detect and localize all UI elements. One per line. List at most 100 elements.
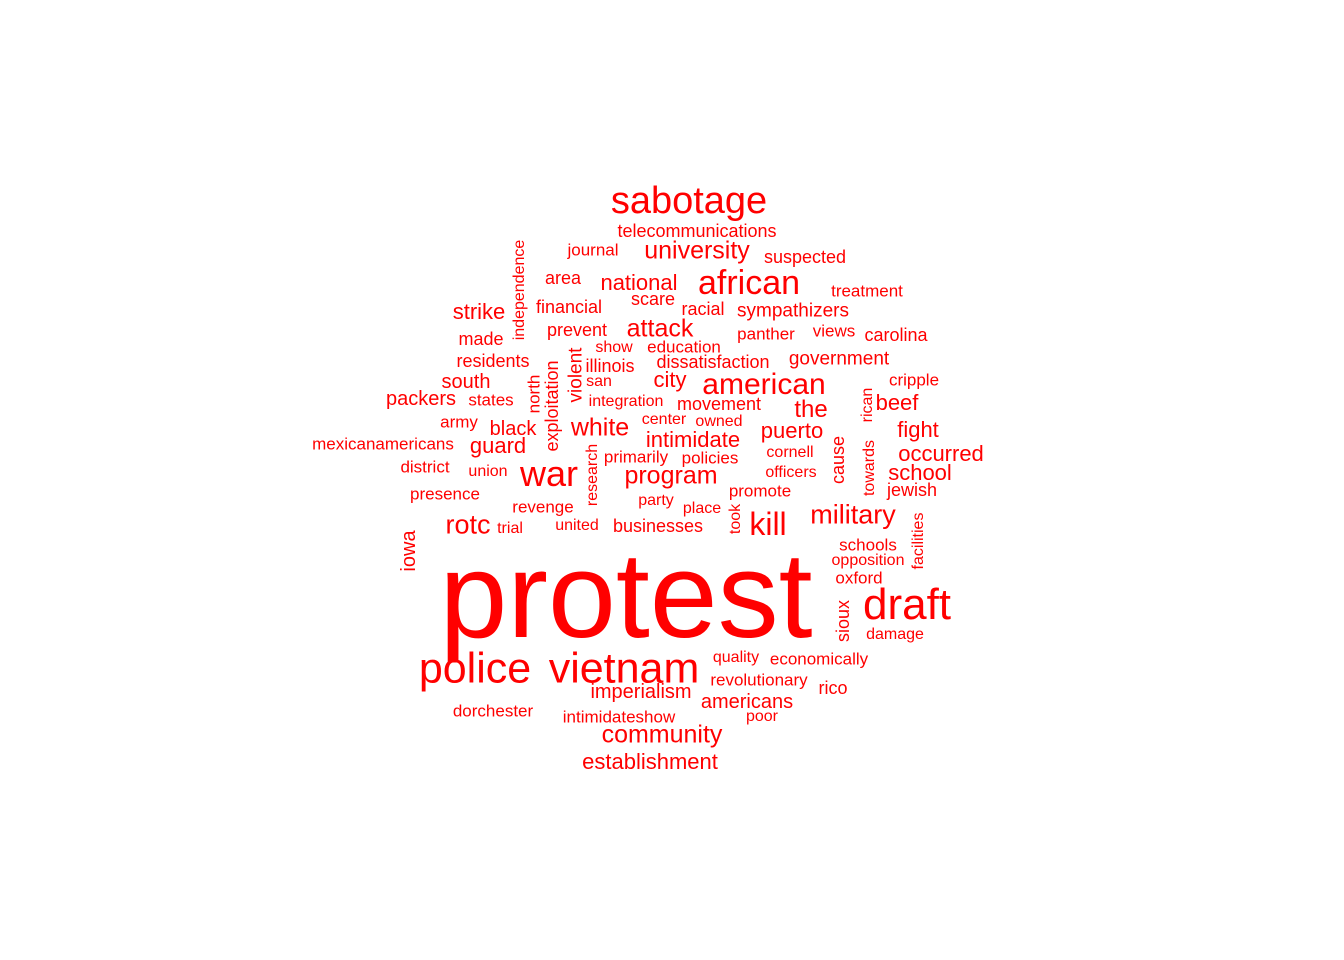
word-sabotage: sabotage — [610, 180, 768, 222]
word-strike: strike — [452, 299, 506, 324]
word-movement: movement — [676, 394, 762, 414]
word-quality: quality — [712, 649, 760, 666]
word-draft: draft — [862, 580, 952, 629]
word-attack: attack — [626, 314, 694, 343]
word-show: show — [595, 339, 633, 356]
word-district: district — [400, 457, 450, 477]
word-scare: scare — [630, 289, 676, 309]
word-union: union — [468, 463, 508, 480]
word-dorchester: dorchester — [452, 701, 534, 721]
word-puerto: puerto — [760, 418, 824, 443]
word-military: military — [810, 499, 896, 530]
word-fight: fight — [897, 417, 939, 442]
word-residents: residents — [456, 351, 530, 371]
word-americans: americans — [700, 691, 794, 713]
word-prevent: prevent — [546, 320, 608, 340]
word-suspected: suspected — [763, 247, 847, 267]
word-occurred: occurred — [898, 441, 984, 466]
word-black: black — [489, 418, 537, 440]
word-illinois: illinois — [585, 356, 635, 376]
word-financial: financial — [535, 297, 603, 317]
word-officers: officers — [765, 464, 817, 481]
word-african: african — [697, 264, 801, 302]
word-schools: schools — [839, 535, 897, 555]
word-place: place — [682, 500, 722, 517]
word-army: army — [440, 412, 478, 432]
word-damage: damage — [866, 626, 924, 643]
word-south: south — [441, 371, 491, 393]
word-primarily: primarily — [603, 447, 669, 467]
word-center: center — [641, 411, 687, 428]
word-opposition: opposition — [831, 552, 905, 569]
word-war: war — [519, 453, 579, 494]
word-telecommunications: telecommunications — [617, 221, 777, 241]
word-cripple: cripple — [888, 370, 940, 390]
word-poor: poor — [745, 708, 779, 725]
word-research: research — [584, 443, 601, 507]
word-economically: economically — [769, 649, 869, 669]
word-dissatisfaction: dissatisfaction — [656, 352, 770, 372]
word-program: program — [624, 461, 718, 490]
word-packers: packers — [385, 388, 457, 410]
word-kill: kill — [749, 506, 787, 542]
word-independence: independence — [511, 239, 528, 341]
word-rico: rico — [818, 678, 848, 698]
word-journal: journal — [567, 240, 619, 260]
word-american: american — [702, 368, 826, 401]
word-carolina: carolina — [864, 325, 928, 345]
word-intimidateshow: intimidateshow — [562, 707, 676, 727]
word-iowa: iowa — [398, 530, 420, 572]
word-violent: violent — [565, 347, 587, 403]
word-united: united — [555, 517, 599, 534]
word-revenge: revenge — [512, 497, 574, 517]
word-exploitation: exploitation — [542, 360, 562, 452]
word-cause: cause — [828, 435, 848, 485]
word-views: views — [812, 321, 856, 341]
word-treatment: treatment — [831, 281, 903, 301]
word-racial: racial — [681, 299, 725, 319]
word-trial: trial — [497, 520, 523, 537]
word-businesses: businesses — [612, 516, 704, 536]
word-jewish: jewish — [886, 480, 938, 500]
word-national: national — [600, 270, 678, 295]
word-made: made — [458, 329, 504, 349]
word-the: the — [794, 396, 828, 423]
word-beef: beef — [875, 390, 919, 415]
word-rotc: rotc — [445, 509, 491, 540]
word-government: government — [788, 348, 890, 370]
word-protest: protest — [439, 527, 813, 663]
word-vietnam: vietnam — [548, 644, 700, 693]
word-intimidate: intimidate — [645, 427, 741, 452]
word-facilities: facilities — [910, 512, 927, 570]
word-revolutionary: revolutionary — [710, 670, 808, 690]
word-guard: guard — [469, 433, 527, 458]
word-education: education — [647, 337, 721, 357]
word-cornell: cornell — [766, 444, 814, 461]
word-school: school — [888, 460, 952, 485]
word-police: police — [418, 644, 532, 693]
word-presence: presence — [410, 484, 480, 504]
word-white: white — [570, 413, 630, 442]
word-owned: owned — [695, 413, 743, 430]
word-san: san — [586, 373, 612, 390]
word-towards: towards — [861, 439, 878, 497]
word-establishment: establishment — [582, 749, 718, 774]
word-policies: policies — [681, 448, 739, 468]
word-university: university — [644, 236, 750, 265]
word-panther: panther — [737, 324, 795, 344]
word-states: states — [468, 390, 514, 410]
word-party: party — [638, 492, 674, 509]
word-mexicanamericans: mexicanamericans — [312, 434, 454, 454]
word-community: community — [601, 720, 723, 749]
word-sioux: sioux — [833, 599, 853, 643]
word-sympathizers: sympathizers — [737, 300, 849, 322]
word-city: city — [653, 367, 687, 392]
word-area: area — [544, 268, 582, 288]
word-oxford: oxford — [835, 568, 883, 588]
word-rican: rican — [859, 387, 876, 423]
word-took: took — [727, 503, 744, 535]
word-imperialism: imperialism — [590, 681, 692, 703]
word-promote: promote — [728, 481, 792, 501]
word-integration: integration — [588, 393, 664, 410]
